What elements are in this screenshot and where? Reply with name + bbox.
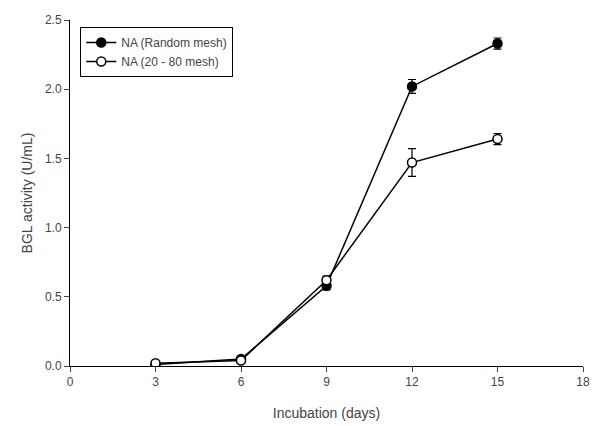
svg-text:2.5: 2.5 — [45, 13, 62, 27]
svg-text:NA (20 - 80 mesh): NA (20 - 80 mesh) — [121, 55, 218, 69]
svg-text:BGL activity (U/mL): BGL activity (U/mL) — [19, 133, 35, 254]
svg-text:9: 9 — [323, 375, 330, 389]
svg-text:3: 3 — [152, 375, 159, 389]
svg-text:Incubation (days): Incubation (days) — [273, 405, 380, 421]
svg-text:NA (Random mesh): NA (Random mesh) — [121, 36, 226, 50]
svg-text:12: 12 — [405, 375, 419, 389]
svg-text:1.5: 1.5 — [45, 152, 62, 166]
svg-text:15: 15 — [491, 375, 505, 389]
svg-text:1.0: 1.0 — [45, 221, 62, 235]
svg-text:0: 0 — [67, 375, 74, 389]
svg-text:18: 18 — [576, 375, 590, 389]
svg-text:2.0: 2.0 — [45, 82, 62, 96]
svg-text:6: 6 — [238, 375, 245, 389]
svg-text:0.5: 0.5 — [45, 290, 62, 304]
svg-text:0.0: 0.0 — [45, 359, 62, 373]
